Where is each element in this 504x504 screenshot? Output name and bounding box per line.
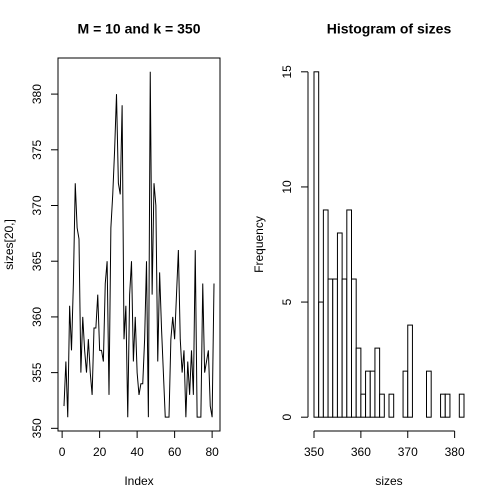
- histogram-bar: [322, 209, 329, 418]
- histogram-bar: [407, 324, 413, 418]
- y-tick-label: 365: [30, 251, 44, 271]
- x-tick-label: 350: [304, 445, 324, 459]
- histogram-bar: [426, 370, 432, 418]
- histogram-bar: [318, 301, 324, 418]
- y-tick-label: 360: [30, 307, 44, 327]
- x-tick-label: 380: [445, 445, 465, 459]
- x-axis-label: Index: [124, 474, 153, 488]
- x-tick-label: 370: [398, 445, 418, 459]
- y-tick-label: 10: [280, 180, 294, 194]
- histogram-bar: [388, 393, 395, 418]
- y-tick-label: 15: [280, 65, 294, 79]
- histogram-bar: [402, 370, 409, 418]
- histogram-bar: [327, 278, 334, 418]
- histogram-bar: [444, 393, 451, 418]
- histogram-bar: [336, 232, 343, 418]
- y-tick-label: 370: [30, 195, 44, 215]
- histogram-bar: [379, 393, 385, 418]
- y-tick-label: 380: [30, 84, 44, 104]
- histogram-bar: [346, 209, 352, 418]
- y-tick-label: 355: [30, 362, 44, 382]
- plot-box: [57, 57, 221, 432]
- data-line: [63, 71, 215, 418]
- x-tick-label: 360: [351, 445, 371, 459]
- histogram-bar: [351, 278, 357, 418]
- histogram-bar: [332, 278, 338, 418]
- y-tick-label: 5: [280, 298, 294, 305]
- histogram-bar: [313, 71, 320, 418]
- y-tick-label: 375: [30, 139, 44, 159]
- x-tick-label: 0: [59, 445, 66, 459]
- histogram-bar: [369, 370, 376, 418]
- histogram-bar: [341, 278, 348, 418]
- y-axis-label: sizes[20,]: [2, 219, 16, 270]
- histogram-bar: [360, 393, 367, 418]
- histogram-bar: [365, 370, 371, 418]
- x-tick-label: 20: [93, 445, 107, 459]
- x-tick-label: 60: [168, 445, 182, 459]
- chart-title: Histogram of sizes: [327, 21, 452, 37]
- y-tick-label: 350: [30, 418, 44, 438]
- x-tick-label: 80: [205, 445, 219, 459]
- x-tick-label: 40: [130, 445, 144, 459]
- x-axis-label: sizes: [375, 474, 402, 488]
- chart-title: M = 10 and k = 350: [78, 21, 201, 37]
- histogram-bar: [355, 347, 362, 418]
- y-tick-label: 0: [280, 414, 294, 421]
- y-axis-label: Frequency: [252, 216, 266, 273]
- histogram-bar: [440, 393, 446, 418]
- histogram-bar: [458, 393, 465, 418]
- histogram-bar: [374, 347, 381, 418]
